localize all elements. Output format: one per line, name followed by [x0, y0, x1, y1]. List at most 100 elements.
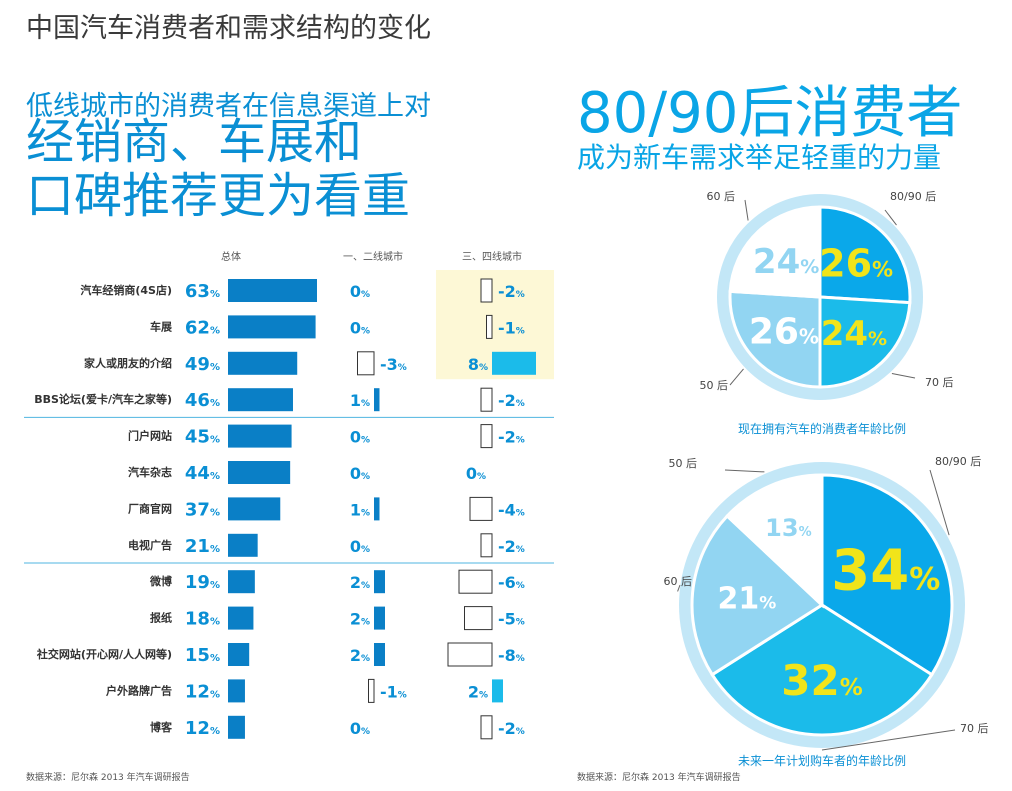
overall-value-label: 18%	[185, 609, 220, 630]
tier12-value-label: 1%	[350, 500, 370, 519]
overall-value-label: 37%	[185, 499, 220, 520]
category-label: 户外路牌广告	[106, 683, 172, 697]
tier34-value-label: 0%	[466, 464, 486, 483]
tier34-bar	[447, 642, 493, 667]
pie-age-label: 50 后	[669, 457, 698, 470]
pie-slice	[728, 205, 822, 299]
tier12-value-label: 0%	[350, 537, 370, 556]
overall-bar	[228, 679, 245, 703]
left-headline-line3: 口碑推荐更为看重	[26, 168, 411, 224]
overall-bar	[228, 533, 258, 557]
current-owners-pie-chart: 26% 80/90 后 24% 70 后 26% 50 后 24% 60 后现在拥有汽车的消费…	[700, 190, 954, 436]
tier34-bar	[480, 424, 493, 449]
overall-value-label: 62%	[185, 317, 220, 338]
pie-slice	[725, 473, 824, 609]
category-label: 社交网站(开心网/人人网等)	[36, 647, 172, 661]
page-title: 中国汽车消费者和需求结构的变化	[26, 13, 431, 44]
pie-value-label: 34%	[831, 539, 940, 604]
tier12-value-label: -1%	[380, 682, 407, 701]
overall-value-label: 19%	[185, 572, 220, 593]
pie-age-label: 60 后	[707, 190, 736, 203]
pie-age-label: 80/90 后	[935, 455, 981, 468]
category-label: 车展	[150, 319, 173, 333]
category-label: 家人或朋友的介绍	[84, 356, 172, 370]
pie-leader-line	[677, 584, 681, 592]
tier12-value-label: 2%	[350, 610, 370, 629]
pie-slice	[728, 289, 822, 389]
pie-leader-line	[929, 469, 950, 536]
category-label: 报纸	[150, 611, 172, 625]
pie-slice	[818, 295, 912, 389]
tier34-bar	[480, 533, 493, 558]
tier34-value-label: 8%	[468, 355, 488, 374]
category-label: 博客	[150, 720, 173, 734]
overall-bar	[228, 424, 292, 448]
pie-value-label: 21%	[718, 581, 777, 616]
overall-value-label: 49%	[185, 354, 220, 375]
tier34-value-label: 2%	[468, 682, 488, 701]
pie-leader-line	[821, 729, 956, 751]
overall-bar	[228, 715, 245, 739]
tier34-bar	[486, 314, 493, 339]
tier12-value-label: 1%	[350, 391, 370, 410]
overall-value-label: 12%	[185, 681, 220, 702]
overall-value-label: 15%	[185, 645, 220, 666]
tier34-bar	[480, 715, 493, 740]
category-label: 电视广告	[128, 538, 172, 552]
tier12-value-label: 0%	[350, 318, 370, 337]
tier12-value-label: 2%	[350, 646, 370, 665]
category-label: 汽车经销商(4S店)	[80, 283, 172, 297]
pie-value-label: 26%	[749, 312, 819, 353]
pie-leader-line	[724, 469, 765, 473]
pie-value-label: 24%	[753, 242, 819, 282]
tier12-bar	[374, 497, 380, 521]
overall-value-label: 46%	[185, 390, 220, 411]
column-header: 总体	[221, 250, 241, 263]
category-label: 门户网站	[128, 429, 172, 443]
tier34-value-label: -2%	[498, 282, 525, 301]
tier34-bar	[492, 351, 536, 375]
tier34-value-label: -2%	[498, 719, 525, 738]
pie-leader-line	[884, 209, 897, 226]
pie-value-label: 13%	[765, 514, 811, 542]
tier34-value-label: -8%	[498, 646, 525, 665]
overall-bar	[228, 315, 316, 339]
category-label: 汽车杂志	[128, 465, 172, 479]
tier34-value-label: -2%	[498, 428, 525, 447]
pie-slice	[710, 603, 934, 737]
tier34-value-label: -1%	[498, 318, 525, 337]
category-label: 厂商官网	[128, 501, 172, 515]
pie-leader-line	[729, 368, 744, 386]
pie-caption: 未来一年计划购车者的年龄比例	[738, 753, 906, 768]
pie-age-label: 80/90 后	[890, 190, 936, 203]
left-headline-line2: 经销商、车展和	[26, 114, 363, 170]
tier12-bar	[357, 351, 375, 376]
pie-age-label: 70 后	[960, 722, 989, 735]
overall-value-label: 45%	[185, 427, 220, 448]
tier34-value-label: -4%	[498, 500, 525, 519]
tier12-value-label: 0%	[350, 428, 370, 447]
overall-value-label: 12%	[185, 718, 220, 739]
pie-age-label: 70 后	[925, 376, 954, 389]
overall-bar	[228, 351, 298, 375]
tier34-bar	[480, 278, 493, 303]
pie-value-label: 32%	[781, 656, 863, 705]
tier34-bar	[492, 679, 503, 703]
tier12-value-label: 0%	[350, 464, 370, 483]
tier12-value-label: 2%	[350, 573, 370, 592]
pie-slice	[818, 205, 912, 305]
pie-age-label: 60 后	[664, 575, 693, 588]
overall-value-label: 63%	[185, 281, 220, 302]
overall-value-label: 44%	[185, 463, 220, 484]
tier12-bar	[374, 570, 385, 594]
pie-value-label: 24%	[821, 314, 887, 354]
pie-leader-line	[744, 199, 749, 221]
tier34-value-label: -5%	[498, 610, 525, 629]
left-source-note: 数据来源：尼尔森 2013 年汽车调研报告	[26, 773, 190, 783]
overall-bar	[228, 643, 250, 666]
tier34-bar	[469, 496, 493, 521]
tier12-bar	[368, 678, 375, 703]
tier34-bar	[464, 606, 493, 631]
tier34-value-label: -6%	[498, 573, 525, 592]
